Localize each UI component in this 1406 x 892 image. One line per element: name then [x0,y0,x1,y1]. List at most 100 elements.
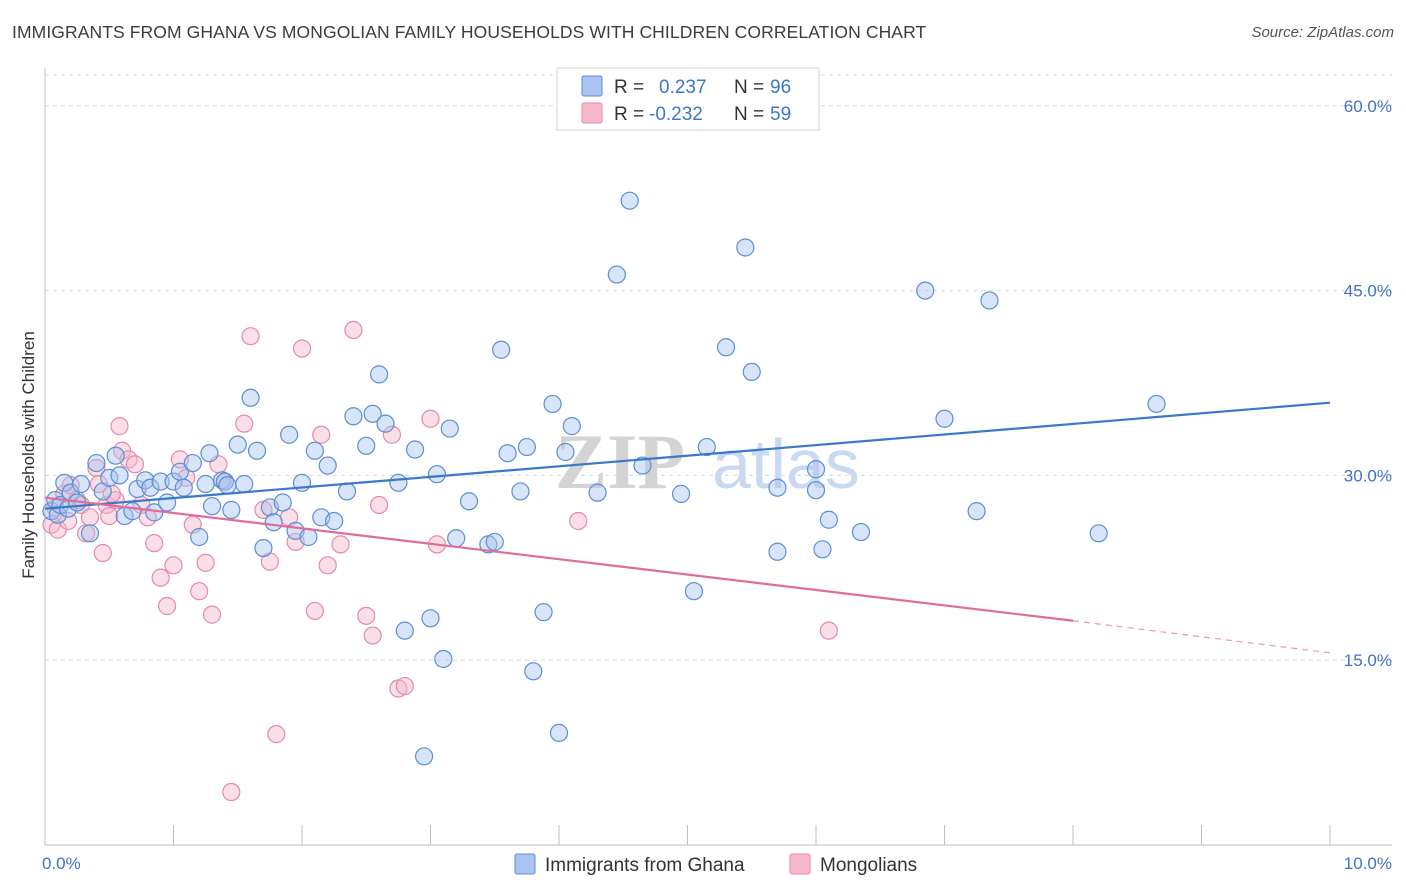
point-mongolians [819,621,838,640]
point-ghana [447,529,466,548]
trend-line-ghana [44,401,1331,510]
y-tick-label: 30.0% [1344,466,1392,485]
point-mongolians [318,556,337,575]
point-ghana [684,582,704,601]
point-ghana [164,472,183,491]
x-tick-label-min: 0.0% [42,854,81,873]
trend-line-mongolians [44,496,1074,622]
point-ghana [141,478,160,497]
point-mongolians [569,511,588,531]
point-mongolians [190,582,209,601]
point-ghana [916,281,935,300]
stats-legend-swatch-blue [581,75,603,97]
point-ghana [264,513,283,532]
legend-swatch-mongolians [789,853,811,875]
point-ghana [549,723,569,742]
point-ghana [459,492,479,511]
point-mongolians [292,339,312,358]
point-ghana [200,444,219,463]
point-ghana [736,238,755,257]
point-mongolians [202,605,222,624]
point-ghana [1089,524,1108,543]
point-mongolians [80,508,100,527]
point-ghana [742,362,761,382]
watermark-atlas: atlas [712,425,860,503]
point-ghana [196,474,215,494]
point-ghana [157,493,177,512]
point-ghana [363,404,382,423]
point-ghana [485,532,504,552]
chart-title: IMMIGRANTS FROM GHANA VS MONGOLIAN FAMIL… [12,22,927,42]
point-ghana [389,473,408,492]
y-tick-label: 45.0% [1344,282,1392,301]
stats-r-value-pink: -0.232 [649,104,703,125]
point-mongolians [222,782,241,802]
point-ghana [517,437,536,457]
point-ghana [318,456,337,475]
point-mongolians [331,535,350,554]
point-ghana [620,191,639,210]
point-ghana [768,478,787,497]
point-ghana [151,472,170,491]
stats-n-label-blue: N = [734,77,764,98]
point-ghana [247,441,267,460]
point-mongolians [421,409,440,428]
point-ghana [241,388,260,407]
point-mongolians [145,534,164,553]
grid [45,74,1392,661]
point-mongolians [93,543,112,563]
point-ghana [222,500,241,519]
point-ghana [440,419,459,438]
point-ghana [806,481,826,500]
point-mongolians [241,327,260,346]
point-ghana [498,444,517,463]
point-mongolians [312,425,331,444]
point-mongolians [382,425,402,444]
point-ghana [395,621,414,640]
trend-lines [44,401,1331,654]
point-ghana [421,609,440,628]
point-ghana [806,460,826,479]
point-ghana [80,524,100,543]
point-mongolians [357,606,376,625]
stats-r-label-blue: R = [614,77,644,98]
legend-swatch-ghana [514,853,536,875]
point-ghana [556,442,575,462]
point-ghana [819,510,838,529]
point-ghana [106,446,125,465]
stats-legend: R = 0.237 N = 96 R = -0.232 N = 59 [556,67,820,131]
series-legend: Immigrants from Ghana Mongolians [514,853,917,876]
point-ghana [492,340,511,359]
point-ghana [405,440,425,459]
point-ghana [202,497,222,516]
point-mongolians [110,417,129,436]
point-ghana [716,338,736,357]
point-ghana [1147,394,1166,414]
point-ghana [588,483,607,502]
point-ghana [562,417,581,436]
point-ghana [851,522,871,542]
point-ghana [370,365,389,384]
point-ghana [337,482,357,501]
x-tick-label-max: 10.0% [1344,854,1392,873]
series-ghana-points [42,191,1166,766]
point-ghana [813,540,832,559]
point-ghana [280,425,299,444]
point-ghana [935,409,954,428]
stats-n-label-pink: N = [734,104,764,125]
point-ghana [228,435,247,454]
point-mongolians [196,553,215,572]
point-ghana [768,542,787,561]
point-mongolians [151,568,170,587]
point-mongolians [363,626,382,645]
point-ghana [71,474,91,494]
point-ghana [633,456,652,475]
y-tick-label: 60.0% [1344,97,1392,116]
point-mongolians [344,320,363,340]
tick-labels: 15.0% 30.0% 45.0% 60.0% 0.0% 10.0% [42,97,1392,873]
source-label: Source: ZipAtlas.com [1251,24,1394,41]
point-mongolians [305,601,324,621]
point-ghana [607,265,626,284]
point-mongolians [395,676,414,696]
